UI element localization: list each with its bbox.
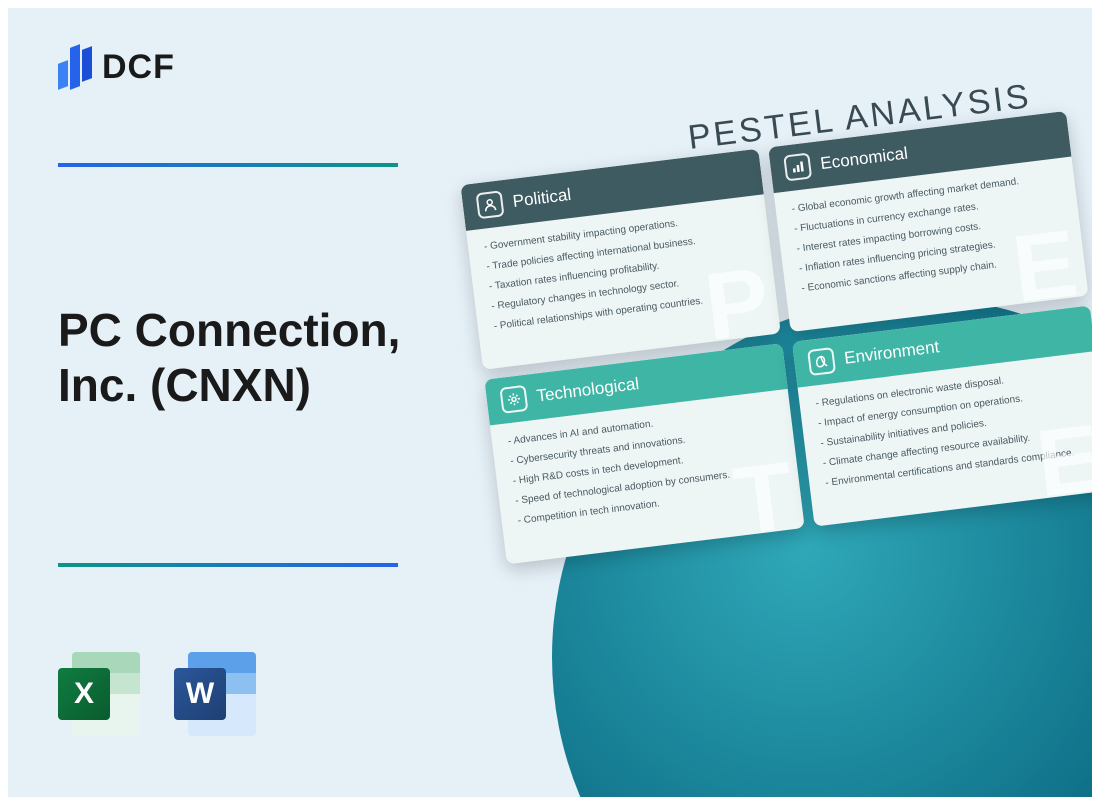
gear-icon (499, 385, 528, 414)
infographic-canvas: DCF PC Connection, Inc. (CNXN) X W PESTE… (8, 8, 1092, 797)
card-list: Regulations on electronic waste disposal… (815, 365, 1092, 490)
card-title: Environment (843, 337, 940, 368)
card-economical: Economical Global economic growth affect… (768, 111, 1088, 332)
divider-bottom (58, 563, 398, 567)
card-environment: Environment Regulations on electronic wa… (792, 305, 1092, 526)
brand-logo: DCF (58, 46, 175, 88)
card-political: Political Government stability impacting… (460, 149, 780, 370)
card-list: Global economic growth affecting market … (791, 170, 1068, 295)
chart-icon (783, 153, 812, 182)
card-title: Technological (536, 374, 641, 406)
excel-icon: X (58, 648, 150, 740)
brand-name: DCF (102, 48, 175, 87)
card-title: Political (512, 185, 573, 212)
person-icon (476, 190, 505, 219)
leaf-icon (807, 347, 836, 376)
word-icon: W (174, 648, 266, 740)
card-list: Government stability impacting operation… (483, 208, 760, 333)
card-title: Economical (819, 144, 909, 175)
divider-top (58, 163, 398, 167)
app-icons: X W (58, 648, 266, 740)
card-technological: Technological Advances in AI and automat… (484, 343, 804, 564)
logo-bars-icon (58, 46, 92, 88)
pestel-cards: Political Government stability impacting… (460, 110, 1092, 575)
card-list: Advances in AI and automation. Cybersecu… (507, 403, 784, 528)
page-title: PC Connection, Inc. (CNXN) (58, 303, 478, 413)
